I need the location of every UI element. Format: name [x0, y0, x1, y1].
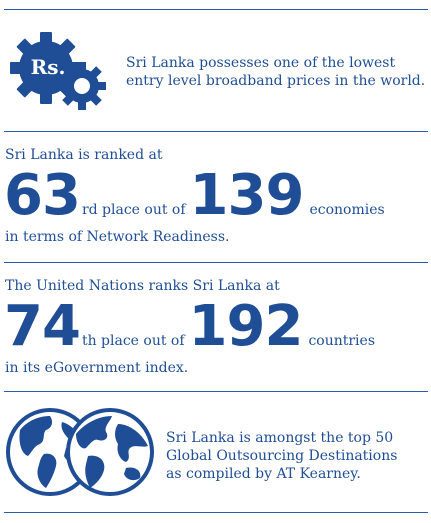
egov-total-suffix: countries — [308, 333, 376, 349]
network-rank-value: 63 — [4, 163, 81, 228]
network-total-suffix: economies — [309, 202, 385, 218]
divider-2 — [4, 262, 428, 263]
gears-rupee-icon: Rs. — [8, 24, 106, 116]
network-rank-suffix: rd place out of — [81, 202, 186, 218]
egov-rank-suffix: th place out of — [81, 333, 185, 349]
network-section: Sri Lanka is ranked at 63 rd place out o… — [0, 132, 431, 262]
egov-section: The United Nations ranks Sri Lanka at 74… — [0, 263, 431, 391]
outsourcing-section: Sri Lanka is amongst the top 50 Global O… — [0, 392, 431, 512]
broadband-text: Sri Lanka possesses one of the lowest en… — [126, 55, 426, 89]
broadband-section: Rs. Sri Lanka possesses one of the lowes… — [0, 10, 431, 130]
divider-bottom — [4, 512, 428, 513]
divider-top — [4, 9, 428, 10]
egov-outro: in its eGovernment index. — [5, 360, 189, 376]
network-total-value: 139 — [189, 163, 305, 228]
outsourcing-text: Sri Lanka is amongst the top 50 Global O… — [166, 430, 398, 482]
rupee-badge: Rs. — [30, 55, 66, 79]
network-rank-line: 63 rd place out of 139 economies — [4, 166, 385, 226]
network-outro: in terms of Network Readiness. — [5, 229, 230, 245]
globes-icon — [6, 404, 156, 500]
egov-total-value: 192 — [188, 294, 304, 359]
divider-3 — [4, 391, 428, 392]
egov-rank-line: 74 th place out of 192 countries — [4, 297, 375, 357]
egov-intro: The United Nations ranks Sri Lanka at — [5, 278, 280, 294]
network-intro: Sri Lanka is ranked at — [5, 147, 163, 163]
divider-1 — [4, 131, 428, 132]
egov-rank-value: 74 — [4, 294, 81, 359]
